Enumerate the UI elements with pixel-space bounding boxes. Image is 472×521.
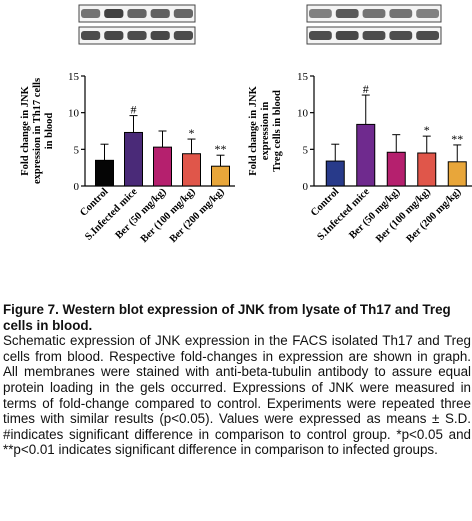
bar: [211, 165, 230, 187]
bar: [386, 151, 406, 187]
y-axis-label-line: in blood: [44, 113, 55, 150]
bar: [95, 159, 114, 187]
y-axis-label: Fold change in JNKexpression inTreg cell…: [248, 85, 283, 175]
significance-marker: **: [451, 132, 463, 146]
blot-band: [362, 31, 386, 40]
y-axis-label-line: Fold change in JNK: [248, 85, 259, 175]
blot-band: [127, 31, 147, 40]
y-tick-label: 5: [303, 144, 309, 156]
category-label: Ber (100 mg/kg): [374, 186, 433, 245]
blot-band: [309, 9, 332, 18]
significance-marker: *: [424, 123, 430, 137]
y-tick-label: 10: [68, 108, 80, 120]
blot-band: [335, 31, 359, 40]
blot-band: [173, 9, 193, 18]
y-axis-label-line: Treg cells in blood: [272, 90, 283, 172]
blot-band: [335, 9, 359, 18]
y-axis-label-line: Fold change in JNK: [20, 85, 31, 175]
significance-marker: **: [215, 142, 227, 156]
blot-band: [127, 9, 147, 18]
blot-band: [416, 9, 439, 18]
y-tick-label: 5: [74, 144, 80, 156]
y-axis-label-line: expression in: [260, 102, 271, 161]
blot-band: [104, 31, 124, 40]
y-axis-label: Fold change in JNKexpression in Th17 cel…: [20, 78, 55, 184]
bar: [182, 153, 201, 187]
blot-band: [173, 31, 193, 40]
blot-band: [416, 31, 439, 40]
y-tick-label: 0: [303, 181, 309, 193]
y-axis-label-line: expression in Th17 cells: [32, 78, 43, 184]
blot-band: [150, 31, 170, 40]
blot-band: [389, 9, 413, 18]
blot-band: [104, 9, 124, 18]
category-label: Ber (200 mg/kg): [168, 186, 227, 245]
western-blots: [78, 4, 442, 45]
bar: [124, 131, 143, 187]
bar: [153, 146, 172, 187]
bar: [325, 160, 345, 187]
blot-band: [389, 31, 413, 40]
figure-caption: Figure 7. Western blot expression of JNK…: [3, 302, 471, 458]
category-label: S.Infected mice: [315, 186, 372, 243]
bar: [356, 123, 376, 187]
caption-body: Schematic expression of JNK expression i…: [3, 333, 471, 458]
y-tick-label: 15: [297, 71, 309, 83]
blot-band: [309, 31, 332, 40]
bar: [447, 161, 467, 187]
significance-marker: #: [363, 82, 369, 96]
y-tick-label: 0: [74, 181, 80, 193]
y-tick-label: 10: [297, 108, 309, 120]
y-tick-label: 15: [68, 71, 80, 83]
th17-chart: 0 5 10 15 Fold change in JNKexpression in Th…: [20, 71, 235, 245]
blot-band: [362, 9, 386, 18]
significance-marker: #: [131, 103, 137, 117]
blot-band: [81, 31, 101, 40]
blot-band: [150, 9, 170, 18]
bar: [417, 152, 437, 187]
caption-title: Figure 7. Western blot expression of JNK…: [3, 302, 451, 333]
significance-marker: *: [189, 126, 195, 140]
category-label: Ber (50 mg/kg): [114, 186, 169, 241]
treg-chart: 0 5 10 15 Fold change in JNKexpression inTre…: [248, 71, 472, 245]
category-label: Ber (200 mg/kg): [405, 186, 464, 245]
blot-band: [81, 9, 101, 18]
